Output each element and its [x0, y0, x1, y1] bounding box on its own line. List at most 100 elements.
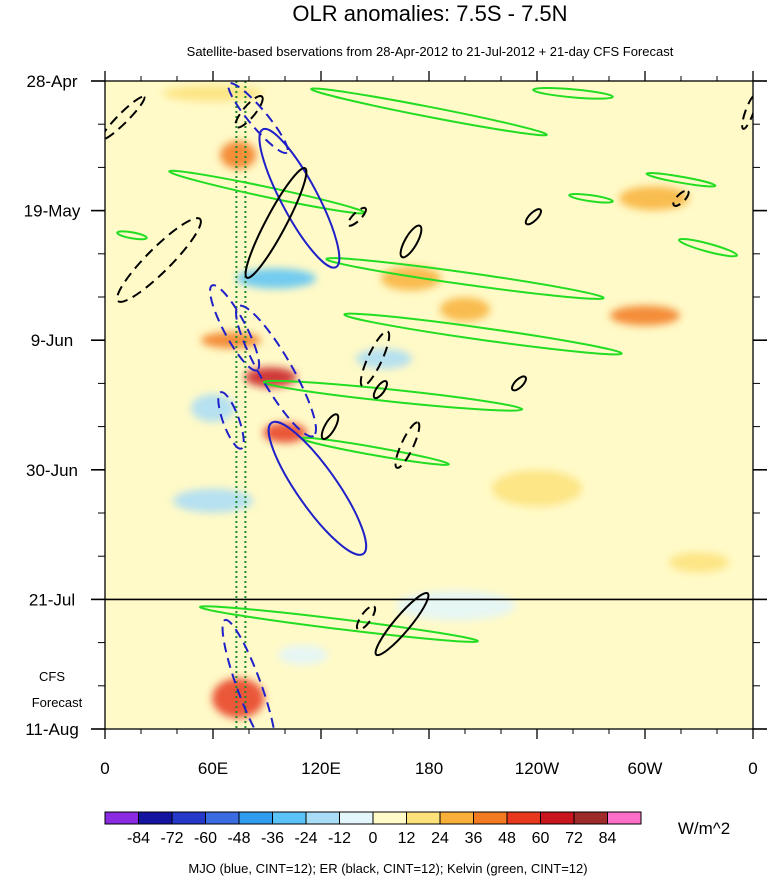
mjo-contour — [235, 304, 317, 438]
chart-title: OLR anomalies: 7.5S - 7.5N — [292, 1, 567, 26]
anomaly-blob — [163, 85, 263, 102]
forecast-label-line-1: CFS — [39, 669, 65, 684]
anomaly-blob — [212, 678, 265, 719]
colorbar-swatch — [171, 811, 206, 825]
x-tick-label: 180 — [415, 759, 443, 778]
colorbar-swatch — [104, 811, 139, 825]
colorbar-unit: W/m^2 — [678, 819, 730, 838]
colorbar-swatch — [205, 811, 240, 825]
x-tick-label: 0 — [100, 759, 109, 778]
anomaly-field — [163, 85, 729, 719]
colorbar-label: -48 — [227, 830, 250, 847]
colorbar-swatch — [272, 811, 307, 825]
er-contour — [741, 93, 753, 130]
colorbar-label: 36 — [465, 830, 483, 847]
er-contour — [511, 375, 527, 392]
y-tick-label: 21-Jul — [29, 590, 75, 609]
x-tick-label: 60W — [628, 759, 663, 778]
kelvin-contour — [568, 192, 614, 204]
contour-layer — [105, 82, 753, 729]
colorbar-swatch — [406, 811, 441, 825]
er-contour — [244, 166, 308, 279]
reference-lines — [235, 81, 247, 729]
anomaly-blob — [440, 297, 490, 322]
er-contour — [116, 217, 202, 303]
anomaly-blob — [220, 141, 257, 170]
kelvin-contour — [532, 87, 614, 100]
kelvin-contour — [310, 87, 548, 137]
er-contour — [355, 605, 377, 631]
y-tick-label: 30-Jun — [26, 461, 78, 480]
kelvin-contour — [116, 230, 148, 241]
kelvin-contour — [199, 605, 479, 643]
colorbar-swatch — [607, 811, 642, 825]
forecast-label-line-2: Forecast — [32, 695, 83, 710]
er-contour — [374, 592, 430, 657]
colorbar: -84 -72 -60 -48 -36 -24 -12 0 12 24 36 48 60 72 84 — [104, 811, 642, 847]
colorbar-swatch — [372, 811, 407, 825]
x-tick-label: 60E — [198, 759, 228, 778]
anomaly-blob — [191, 394, 235, 423]
kelvin-contour — [262, 379, 524, 412]
colorbar-swatch — [238, 811, 273, 825]
anomaly-blob — [396, 590, 516, 621]
er-contour — [524, 208, 543, 226]
colorbar-label: 60 — [532, 830, 550, 847]
anomaly-blob — [263, 422, 307, 443]
colorbar-label: -36 — [261, 830, 284, 847]
mjo-contour — [267, 420, 368, 556]
mjo-contour — [217, 391, 245, 450]
colorbar-label: -84 — [127, 830, 150, 847]
colorbar-swatch — [473, 811, 508, 825]
anomaly-blob — [492, 470, 582, 507]
colorbar-label: 48 — [498, 830, 516, 847]
y-tick-label: 19-May — [24, 202, 81, 221]
colorbar-label: 12 — [398, 830, 416, 847]
x-tick-label: 120E — [301, 759, 341, 778]
contour-legend: MJO (blue, CINT=12); ER (black, CINT=12)… — [188, 861, 587, 876]
colorbar-label: -24 — [294, 830, 317, 847]
chart-subtitle: Satellite-based bservations from 28-Apr-… — [187, 44, 674, 59]
x-tick-label: 120W — [515, 759, 559, 778]
colorbar-swatch — [573, 811, 608, 825]
colorbar-label: -72 — [160, 830, 183, 847]
axis-ticks: 0 60E 120E 180 120W 60W 0 28-Apr 19-May 9-Jun 30-J… — [24, 71, 767, 778]
anomaly-blob — [201, 332, 261, 349]
er-contour — [372, 380, 389, 400]
er-contour — [234, 95, 264, 129]
x-tick-label: 0 — [748, 759, 757, 778]
kelvin-contour — [325, 257, 605, 300]
er-contour — [320, 413, 340, 440]
y-tick-label: 9-Jun — [31, 331, 74, 350]
mjo-contour — [209, 284, 261, 372]
colorbar-swatch — [506, 811, 541, 825]
forecast-label: CFS Forecast — [32, 669, 83, 710]
colorbar-swatch — [339, 811, 374, 825]
anomaly-blob — [236, 268, 316, 289]
anomaly-blob — [610, 305, 680, 326]
kelvin-contour — [645, 171, 717, 188]
kelvin-contour — [678, 237, 738, 258]
colorbar-label: 84 — [599, 830, 617, 847]
er-contour — [394, 421, 421, 469]
er-contour — [399, 224, 423, 259]
mjo-contour — [258, 127, 341, 269]
colorbar-swatch — [305, 811, 340, 825]
colorbar-label: -60 — [194, 830, 217, 847]
colorbar-swatch — [439, 811, 474, 825]
anomaly-blob — [173, 488, 253, 513]
y-tick-label: 11-Aug — [25, 720, 79, 739]
kelvin-contour — [343, 312, 623, 356]
mjo-contour — [221, 618, 277, 729]
anomaly-blob — [669, 552, 729, 573]
colorbar-label: 24 — [431, 830, 449, 847]
anomaly-blob — [381, 266, 441, 291]
anomaly-blob — [619, 186, 689, 211]
anomaly-blob — [278, 644, 328, 665]
colorbar-label: 0 — [369, 830, 378, 847]
er-contour — [347, 206, 367, 227]
colorbar-label: -12 — [328, 830, 351, 847]
colorbar-swatch — [540, 811, 575, 825]
colorbar-swatch — [138, 811, 173, 825]
